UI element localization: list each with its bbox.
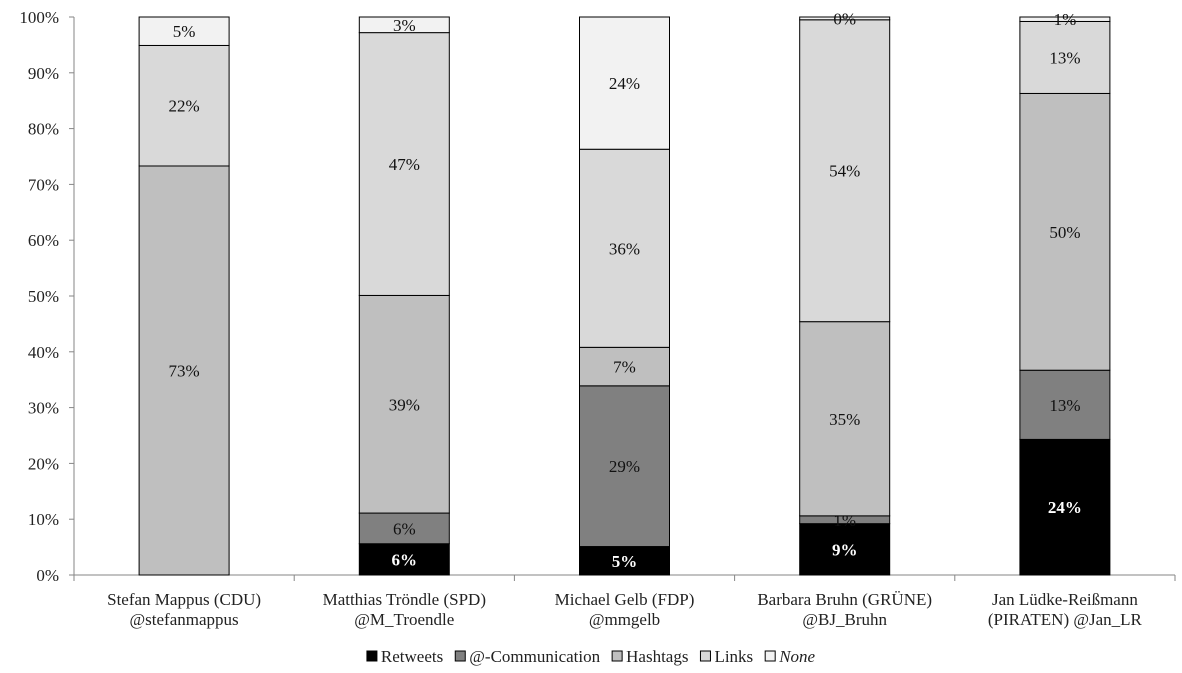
data-label: 6% (392, 550, 418, 569)
data-label: 50% (1049, 223, 1080, 242)
bar-segment (1019, 438, 1111, 576)
y-tick-label: 40% (28, 343, 59, 362)
x-tick-label: @BJ_Bruhn (802, 610, 887, 629)
data-label: 47% (389, 155, 420, 174)
y-tick-label: 30% (28, 399, 59, 418)
y-tick-label: 10% (28, 510, 59, 529)
data-label: 3% (393, 16, 416, 35)
data-label: 1% (1054, 10, 1077, 29)
bar-segment (799, 523, 891, 576)
bar-segment (579, 16, 670, 150)
legend-swatch (699, 650, 711, 662)
data-label: 35% (829, 410, 860, 429)
legend-swatch (366, 650, 378, 662)
x-tick-label: Barbara Bruhn (GRÜNE) (757, 590, 932, 609)
data-label: 54% (829, 162, 860, 181)
y-tick-label: 50% (28, 287, 59, 306)
bar-segment (1019, 20, 1111, 94)
x-tick-label: @mmgelb (589, 610, 660, 629)
x-tick-label: Michael Gelb (FDP) (555, 590, 695, 609)
data-label: 13% (1049, 396, 1080, 415)
data-label: 5% (612, 552, 638, 571)
x-tick-label: Stefan Mappus (CDU) (107, 590, 261, 609)
data-label: 36% (609, 239, 640, 258)
y-tick-label: 70% (28, 175, 59, 194)
bar-segment (358, 512, 450, 545)
data-label: 7% (613, 358, 636, 377)
data-label: 6% (393, 519, 416, 538)
bar-segment (579, 346, 670, 387)
y-tick-label: 0% (36, 566, 59, 585)
bar-segment (358, 543, 450, 576)
bar-segment (1019, 16, 1111, 22)
legend: Retweets @-Communication Hashtags Links None (366, 647, 816, 666)
bar-segment (138, 16, 230, 46)
data-label: 29% (609, 457, 640, 476)
data-label: 5% (173, 22, 196, 41)
data-label: 9% (832, 540, 858, 559)
x-tick-label: @stefanmappus (130, 610, 239, 629)
data-label: 22% (169, 97, 200, 116)
legend-swatch (454, 650, 466, 662)
x-tick-label: Jan Lüdke-Reißmann (992, 590, 1138, 609)
bar-segment (579, 385, 670, 548)
bar-segment (358, 16, 450, 34)
x-tick-label: (PIRATEN) @Jan_LR (988, 610, 1143, 629)
data-label: 24% (609, 74, 640, 93)
bar-segment (799, 16, 891, 21)
bar-segment (1019, 92, 1111, 371)
bar-segment (1019, 369, 1111, 440)
legend-label: None (778, 647, 815, 666)
bar-segment (799, 19, 891, 323)
data-label: 13% (1049, 48, 1080, 67)
y-tick-label: 80% (28, 120, 59, 139)
bar-segment (579, 148, 670, 348)
bar-segment (358, 294, 450, 514)
y-tick-label: 60% (28, 231, 59, 250)
legend-swatch (611, 650, 623, 662)
x-tick-label: @M_Troendle (354, 610, 454, 629)
y-tick-label: 90% (28, 64, 59, 83)
legend-label: @-Communication (469, 647, 600, 666)
x-tick-label: Matthias Tröndle (SPD) (323, 590, 486, 609)
x-tick-labels: Stefan Mappus (CDU)@stefanmappus Matthias… (107, 590, 1142, 629)
y-axis: 0% 10% 20% 30% 40% 50% 60% 70% 80% 90% 100% (19, 8, 75, 585)
data-label: 73% (169, 361, 200, 380)
bar-segment (579, 546, 670, 576)
data-label: 0% (833, 9, 856, 28)
legend-label: Retweets (381, 647, 443, 666)
y-tick-label: 100% (19, 8, 59, 27)
legend-label: Links (714, 647, 753, 666)
bar-segment (799, 321, 891, 517)
legend-swatch (764, 650, 776, 662)
x-axis (73, 574, 1176, 581)
y-tick-label: 20% (28, 454, 59, 473)
data-label: 24% (1048, 498, 1082, 517)
bars: 0% 73% 22% 5% 6% 6% 39% 47% 3% 5% 29% 7% 36% 24% 9% 1% 3… (138, 9, 1111, 585)
data-label: 39% (389, 395, 420, 414)
legend-label: Hashtags (626, 647, 688, 666)
